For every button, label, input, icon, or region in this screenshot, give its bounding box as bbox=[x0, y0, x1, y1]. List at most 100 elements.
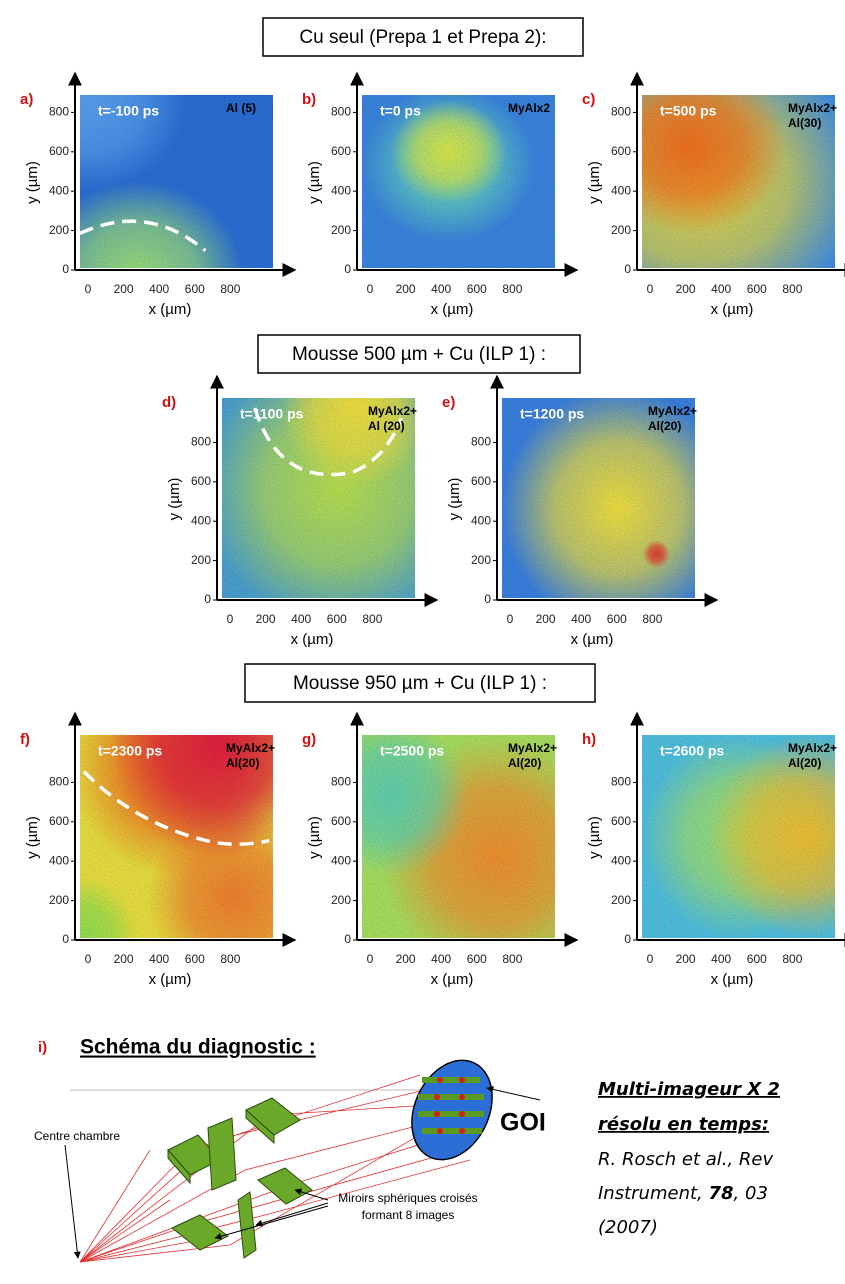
x-tick-label: 400 bbox=[149, 952, 169, 966]
y-tick-label: 400 bbox=[611, 183, 631, 197]
noise bbox=[80, 735, 273, 938]
panel: 0 200 400 600 800 0 200 400 600 800 y (µm) x (µm) e)… bbox=[442, 374, 719, 648]
noise bbox=[80, 95, 273, 268]
y-axis-label: y (µm) bbox=[306, 161, 323, 204]
ref-year: (2007) bbox=[598, 1217, 658, 1238]
y-tick-label: 0 bbox=[624, 932, 631, 946]
noise bbox=[502, 398, 695, 598]
y-tick-label: 400 bbox=[191, 513, 211, 527]
mirrors-label: Miroirs sphériques croisés bbox=[338, 1191, 477, 1205]
diagram-title: Schéma du diagnostic : bbox=[80, 1036, 316, 1059]
boundary bbox=[79, 219, 207, 253]
material-label: Al (5) bbox=[226, 101, 256, 115]
heading: Mousse 950 µm + Cu (ILP 1) : bbox=[293, 673, 547, 694]
heading-box bbox=[244, 663, 596, 703]
y-tick-label: 400 bbox=[611, 853, 631, 867]
y-tick-label: 400 bbox=[471, 513, 491, 527]
time-label: t=2300 ps bbox=[98, 743, 162, 759]
ref-title: Multi-imageur X 2 bbox=[598, 1079, 780, 1100]
material-label: Al(20) bbox=[788, 756, 821, 770]
y-tick-label: 0 bbox=[624, 262, 631, 276]
diagram: i) Schéma du diagnostic : GOI Centre cha… bbox=[34, 1036, 546, 1263]
y-tick-label: 600 bbox=[611, 814, 631, 828]
y-tick-label: 800 bbox=[49, 105, 69, 119]
noise bbox=[222, 398, 415, 598]
arrow bbox=[486, 1085, 541, 1101]
y-tick-label: 800 bbox=[471, 435, 491, 449]
ref-journal: Instrument, 78, 03 bbox=[598, 1183, 768, 1204]
x-tick-label: 200 bbox=[536, 612, 556, 626]
panel-letter: e) bbox=[442, 394, 455, 411]
time-label: t=-100 ps bbox=[98, 103, 159, 119]
y-axis-label: y (µm) bbox=[586, 816, 603, 859]
material-label: Al(30) bbox=[788, 116, 821, 130]
y-tick-label: 600 bbox=[331, 814, 351, 828]
y-axis-label: y (µm) bbox=[166, 478, 183, 521]
x-axis-label: x (µm) bbox=[431, 971, 474, 988]
goi-strips bbox=[418, 1077, 484, 1134]
y-tick-label: 200 bbox=[49, 893, 69, 907]
ref-part: , 03 bbox=[734, 1183, 768, 1204]
y-tick-label: 0 bbox=[344, 262, 351, 276]
mirrors-label: formant 8 images bbox=[362, 1208, 455, 1222]
material-label: Al(20) bbox=[508, 756, 541, 770]
x-tick-label: 800 bbox=[782, 952, 802, 966]
material-label: Al (20) bbox=[368, 419, 405, 433]
time-label: t=1100 ps bbox=[240, 406, 304, 422]
arrow bbox=[64, 1144, 81, 1259]
y-tick-label: 600 bbox=[191, 474, 211, 488]
x-tick-label: 400 bbox=[291, 612, 311, 626]
ref-part: Instrument, bbox=[598, 1183, 708, 1204]
panel-letter: h) bbox=[582, 731, 596, 748]
mirrors bbox=[167, 1097, 313, 1259]
boundary bbox=[82, 770, 270, 846]
material-label: MyAlx2+ bbox=[788, 741, 837, 755]
y-tick-label: 800 bbox=[191, 435, 211, 449]
time-label: t=500 ps bbox=[660, 103, 717, 119]
y-tick-label: 200 bbox=[611, 223, 631, 237]
heading-box bbox=[257, 334, 581, 374]
material-label: Al(20) bbox=[226, 756, 259, 770]
panel-letter: d) bbox=[162, 394, 176, 411]
x-tick-label: 0 bbox=[85, 952, 92, 966]
x-tick-label: 200 bbox=[676, 952, 696, 966]
x-tick-label: 800 bbox=[642, 612, 662, 626]
noise bbox=[642, 735, 835, 938]
panel-letter: a) bbox=[20, 91, 33, 108]
panel-letter: g) bbox=[302, 731, 316, 748]
material-label: MyAlx2+ bbox=[368, 404, 417, 418]
x-tick-label: 0 bbox=[647, 952, 654, 966]
y-axis-label: y (µm) bbox=[24, 161, 41, 204]
ref-authors: R. Rosch et al., Rev bbox=[598, 1149, 774, 1170]
y-tick-label: 800 bbox=[331, 105, 351, 119]
x-tick-label: 600 bbox=[747, 282, 767, 296]
y-tick-label: 400 bbox=[331, 183, 351, 197]
y-tick-label: 0 bbox=[344, 932, 351, 946]
y-tick-label: 800 bbox=[611, 775, 631, 789]
x-tick-label: 800 bbox=[220, 952, 240, 966]
x-axis-label: x (µm) bbox=[711, 301, 754, 318]
time-label: t=1200 ps bbox=[520, 406, 584, 422]
y-tick-label: 400 bbox=[49, 853, 69, 867]
y-tick-label: 200 bbox=[331, 223, 351, 237]
ref-volume: 78 bbox=[708, 1183, 733, 1204]
noise bbox=[642, 95, 835, 268]
y-tick-label: 600 bbox=[331, 144, 351, 158]
x-tick-label: 800 bbox=[362, 612, 382, 626]
y-axis-label: y (µm) bbox=[306, 816, 323, 859]
material-label: MyAlx2+ bbox=[648, 404, 697, 418]
y-tick-label: 600 bbox=[49, 814, 69, 828]
x-tick-label: 0 bbox=[367, 282, 374, 296]
y-tick-label: 800 bbox=[49, 775, 69, 789]
panel: 0 200 400 600 800 0 200 400 600 800 y (µm) x (µm) b)… bbox=[302, 71, 579, 318]
x-tick-label: 0 bbox=[507, 612, 514, 626]
x-tick-label: 600 bbox=[467, 282, 487, 296]
material-label: MyAlx2 bbox=[508, 101, 550, 115]
x-tick-label: 600 bbox=[185, 282, 205, 296]
x-tick-label: 400 bbox=[149, 282, 169, 296]
boundary bbox=[253, 407, 404, 477]
arrow bbox=[294, 1188, 329, 1201]
x-tick-label: 400 bbox=[571, 612, 591, 626]
x-tick-label: 400 bbox=[431, 952, 451, 966]
x-tick-label: 800 bbox=[220, 282, 240, 296]
